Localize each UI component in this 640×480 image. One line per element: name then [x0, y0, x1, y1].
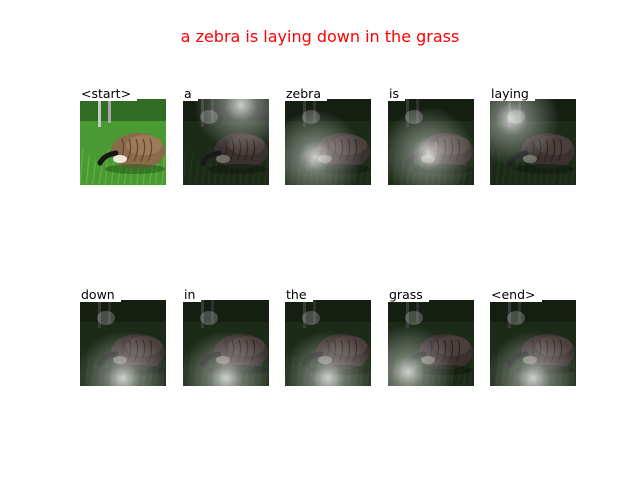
word-label: is: [388, 86, 405, 101]
attention-spot: [507, 110, 525, 124]
attention-map: [490, 99, 576, 185]
attention-heat: [388, 99, 474, 185]
attention-map: [80, 300, 166, 386]
word-label: a: [183, 86, 198, 101]
attention-frame: the: [285, 287, 371, 386]
attention-map: [490, 300, 576, 386]
attention-spot: [302, 311, 320, 325]
attention-spot: [405, 311, 423, 325]
attention-map: [388, 300, 474, 386]
attention-frame: zebra: [285, 86, 371, 185]
word-label: <end>: [490, 287, 542, 302]
attention-heat: [80, 300, 166, 386]
word-label: the: [285, 287, 313, 302]
attention-heat: [490, 300, 576, 386]
attention-heat: [183, 99, 269, 185]
attention-map: [388, 99, 474, 185]
caption-title: a zebra is laying down in the grass: [180, 27, 460, 46]
source-image: [80, 99, 166, 185]
attention-frame: a: [183, 86, 269, 185]
word-label: in: [183, 287, 202, 302]
attention-spot: [97, 311, 115, 325]
attention-frame: <end>: [490, 287, 576, 386]
attention-heat: [490, 99, 576, 185]
attention-heat: [388, 300, 474, 386]
attention-frame: grass: [388, 287, 474, 386]
attention-heat: [285, 99, 371, 185]
word-label: down: [80, 287, 121, 302]
attention-frame: laying: [490, 86, 576, 185]
attention-spot: [200, 311, 218, 325]
attention-frame: in: [183, 287, 269, 386]
attention-map: [183, 99, 269, 185]
word-label: grass: [388, 287, 429, 302]
attention-frame: <start>: [80, 86, 166, 185]
attention-map: [285, 300, 371, 386]
word-label: zebra: [285, 86, 327, 101]
attention-heat: [285, 300, 371, 386]
attention-spot: [507, 311, 525, 325]
attention-frame: is: [388, 86, 474, 185]
attention-map: [285, 99, 371, 185]
attention-frame: down: [80, 287, 166, 386]
attention-heat: [183, 300, 269, 386]
attention-spot: [405, 110, 423, 124]
word-label: <start>: [80, 86, 138, 101]
word-label: laying: [490, 86, 535, 101]
attention-spot: [200, 110, 218, 124]
attention-map: [183, 300, 269, 386]
attention-spot: [302, 110, 320, 124]
